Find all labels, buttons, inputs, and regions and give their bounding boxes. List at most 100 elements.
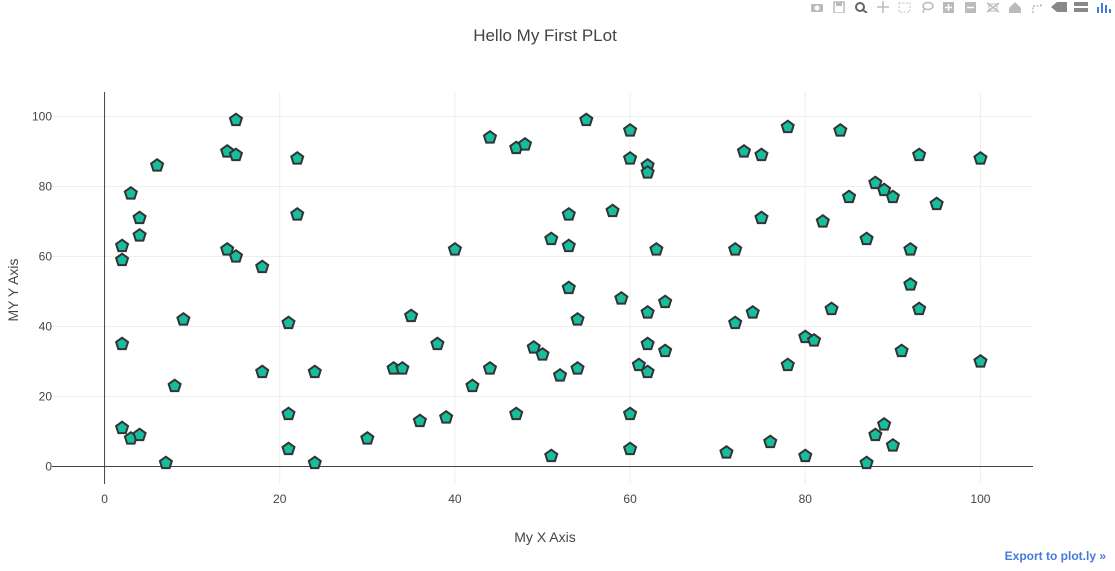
scatter-point[interactable] [228,248,244,263]
scatter-point[interactable] [911,301,927,316]
scatter-point[interactable] [114,238,130,253]
scatter-point[interactable] [894,343,909,358]
scatter-point[interactable] [885,437,901,452]
scatter-point[interactable] [728,315,743,330]
scatter-point[interactable] [885,189,901,204]
scatter-point[interactable] [833,122,848,137]
scatter-point[interactable] [719,444,734,459]
scatter-point[interactable] [841,189,857,204]
scatter-point[interactable] [281,441,296,456]
autoscale-icon[interactable] [985,1,1001,13]
scatter-point[interactable] [605,203,620,218]
hover-closest-icon[interactable] [1051,1,1067,13]
scatter-point[interactable] [806,332,822,347]
camera-icon[interactable] [809,1,825,13]
scatter-point[interactable] [517,136,533,151]
scatter-point[interactable] [176,311,191,326]
scatter-point[interactable] [754,147,769,162]
hover-compare-icon[interactable] [1073,1,1089,13]
scatter-point[interactable] [561,206,576,221]
scatter-point[interactable] [307,364,322,379]
scatter-point[interactable] [780,119,795,134]
scatter-point[interactable] [123,185,138,200]
scatter-point[interactable] [763,434,778,449]
scatter-point[interactable] [728,241,743,256]
scatter-point[interactable] [640,164,655,179]
scatter-point[interactable] [544,231,559,246]
scatter-point[interactable] [859,455,874,470]
scatter-point[interactable] [220,241,235,256]
scatter-point[interactable] [859,231,874,246]
scatter-point[interactable] [149,157,165,172]
scatter-point[interactable] [824,301,839,316]
scatter-point[interactable] [903,241,918,256]
box-select-icon[interactable] [897,1,913,13]
scatter-point[interactable] [868,175,883,190]
scatter-point[interactable] [255,364,270,379]
plotly-logo-icon[interactable] [1095,1,1111,13]
scatter-point[interactable] [430,336,445,351]
scatter-point[interactable] [876,182,892,197]
scatter-point[interactable] [631,357,647,372]
scatter-point[interactable] [640,336,655,351]
scatter-point[interactable] [745,304,760,319]
scatter-point[interactable] [973,150,988,165]
scatter-point[interactable] [290,150,305,165]
scatter-point[interactable] [395,360,410,375]
scatter-point[interactable] [570,311,585,326]
scatter-point[interactable] [622,122,638,137]
scatter-point[interactable] [929,196,944,211]
scatter-point[interactable] [579,112,594,127]
scatter-point[interactable] [815,213,830,228]
scatter-point[interactable] [876,416,892,431]
scatter-point[interactable] [868,427,883,442]
scatter-point[interactable] [622,150,638,165]
pan-icon[interactable] [875,1,891,13]
scatter-point[interactable] [132,227,147,242]
zoom-in-icon[interactable] [941,1,957,13]
scatter-point[interactable] [622,441,638,456]
scatter-point[interactable] [526,339,541,354]
scatter-point[interactable] [649,241,664,256]
scatter-point[interactable] [255,259,270,274]
scatter-point[interactable] [114,336,130,351]
scatter-point[interactable] [228,147,244,162]
scatter-point[interactable] [903,276,918,291]
scatter-point[interactable] [412,413,428,428]
scatter-point[interactable] [973,353,988,368]
scatter-point[interactable] [509,406,524,421]
scatter-point[interactable] [281,315,296,330]
scatter-point[interactable] [114,420,130,435]
spike-icon[interactable] [1029,1,1045,13]
scatter-point[interactable] [570,360,585,375]
scatter-point[interactable] [307,455,322,470]
scatter-point[interactable] [614,290,629,305]
scatter-point[interactable] [911,147,927,162]
scatter-point[interactable] [447,241,463,256]
scatter-point[interactable] [535,346,550,361]
scatter-point[interactable] [403,308,419,323]
scatter-point[interactable] [561,280,576,295]
scatter-point[interactable] [438,409,454,424]
save-icon[interactable] [831,1,847,13]
scatter-point[interactable] [281,406,296,421]
scatter-point[interactable] [640,364,655,379]
scatter-point[interactable] [657,294,673,309]
zoom-icon[interactable] [853,1,869,13]
home-icon[interactable] [1007,1,1023,13]
export-to-plotly-link[interactable]: Export to plot.ly » [1004,549,1106,563]
lasso-icon[interactable] [919,1,935,13]
scatter-point[interactable] [114,252,130,267]
scatter-point[interactable] [228,112,244,127]
scatter-point[interactable] [158,455,174,470]
scatter-point[interactable] [465,378,480,393]
scatter-point[interactable] [736,143,752,158]
scatter-point[interactable] [360,430,375,445]
scatter-point[interactable] [482,360,498,375]
scatter-point[interactable] [132,427,147,442]
scatter-point[interactable] [754,210,769,225]
scatter-point[interactable] [132,210,147,225]
scatter-point[interactable] [290,206,305,221]
scatter-point[interactable] [798,448,813,463]
scatter-point[interactable] [167,378,182,393]
